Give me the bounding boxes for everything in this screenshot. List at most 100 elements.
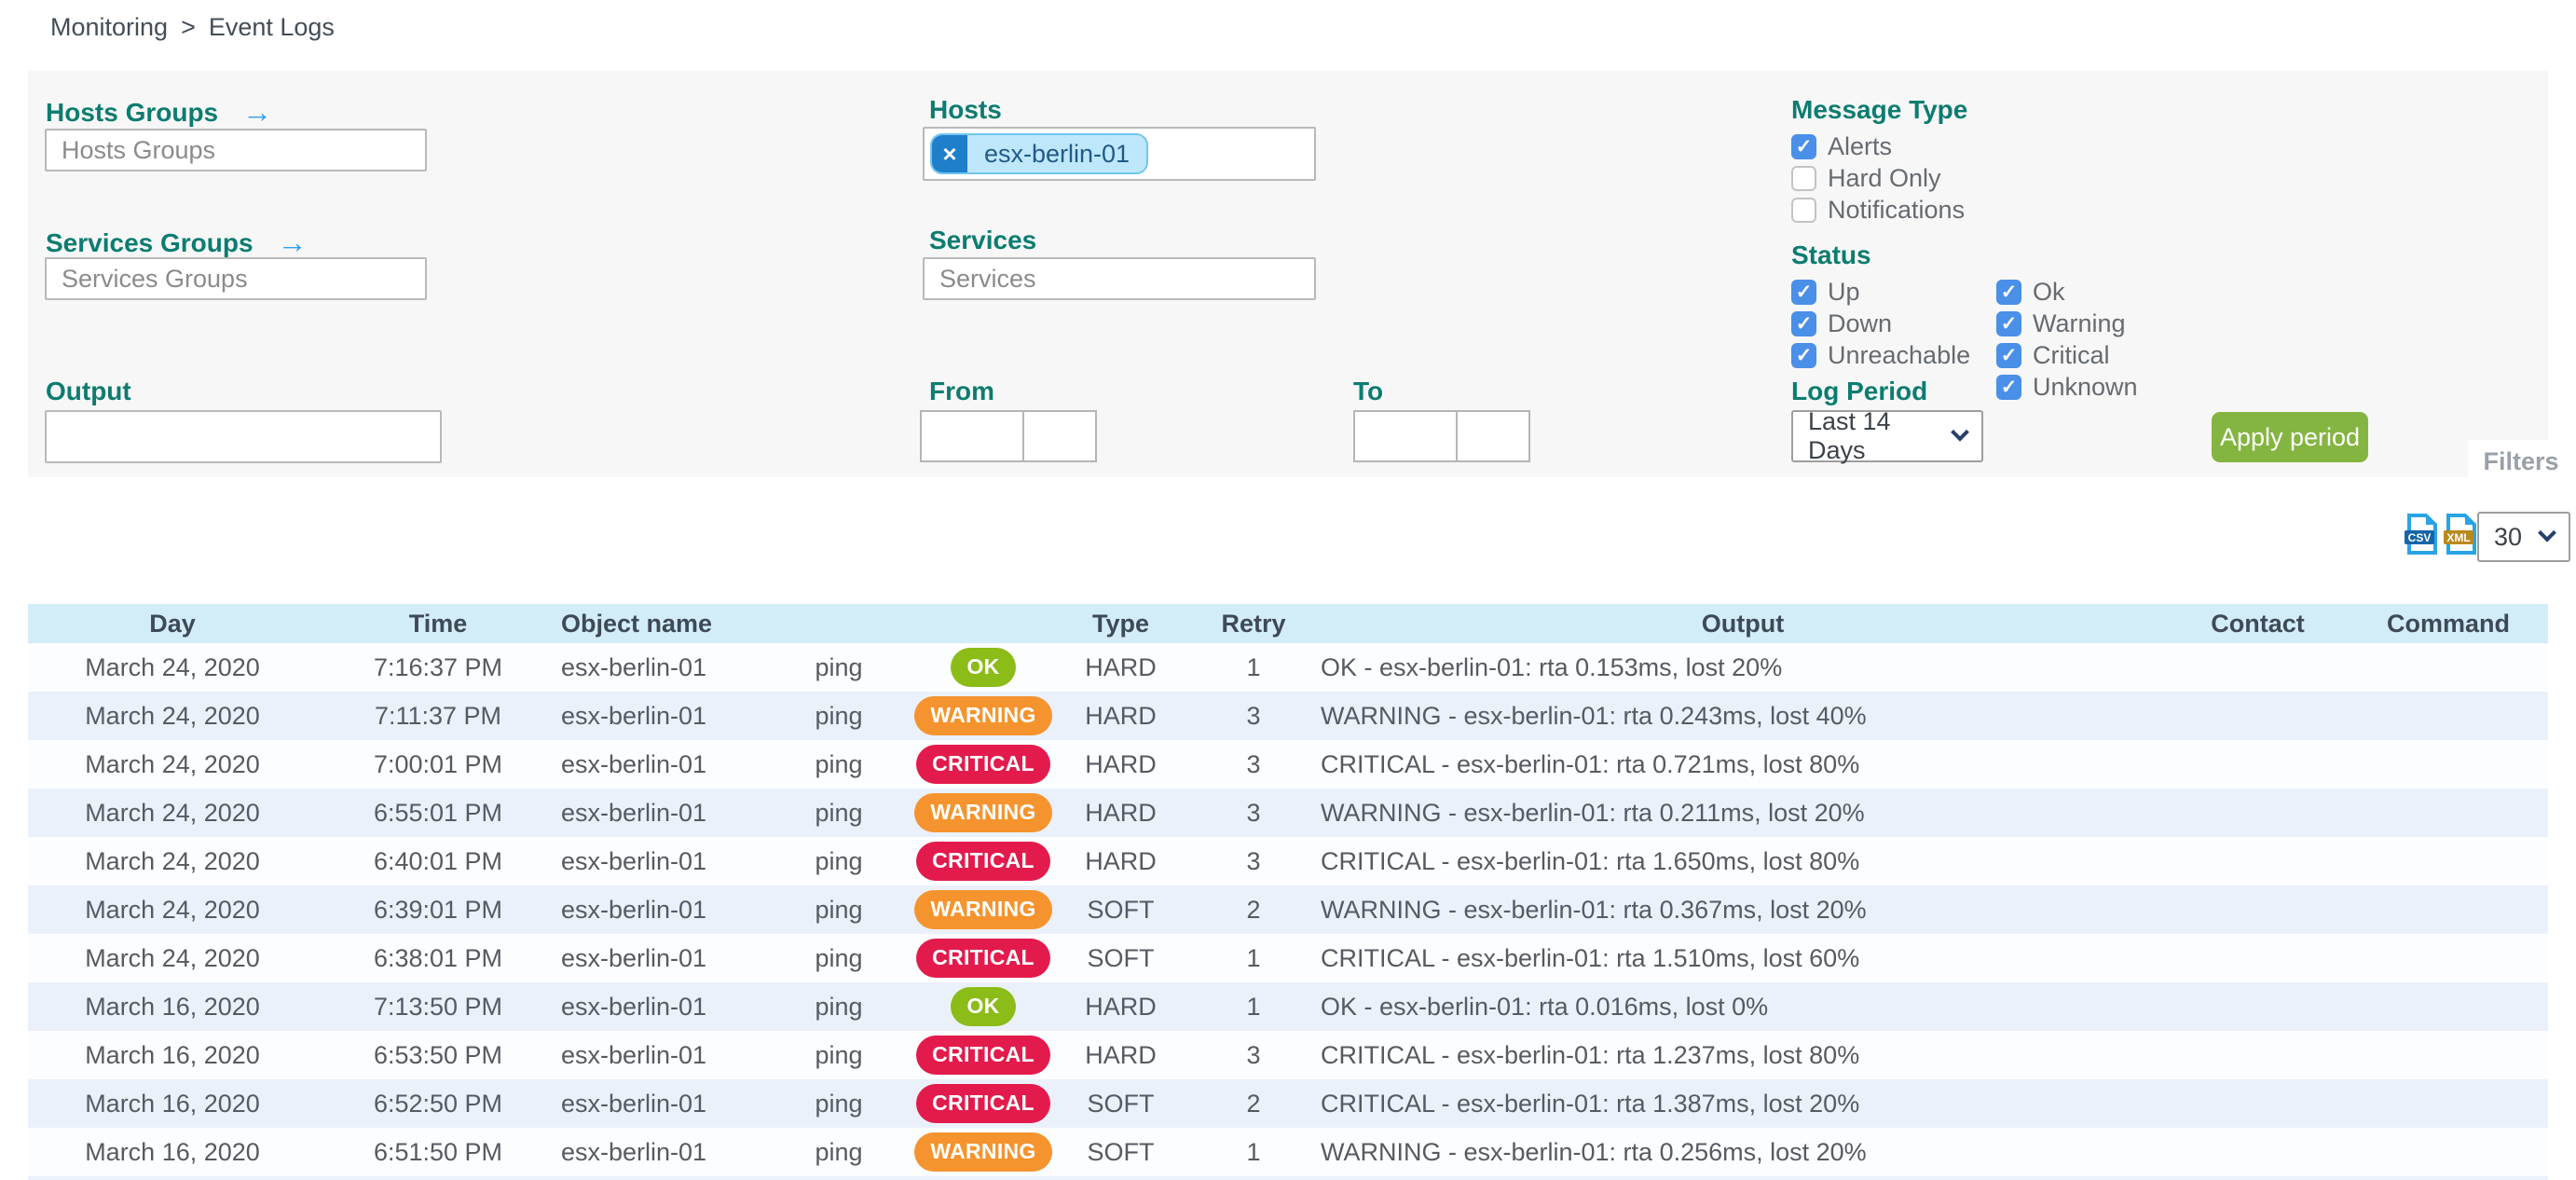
status-badge: WARNING bbox=[914, 1132, 1051, 1171]
checkbox-label: Unreachable bbox=[1828, 341, 1970, 370]
cell-service[interactable]: ping bbox=[764, 934, 913, 982]
checkbox-critical[interactable]: ✓ bbox=[1996, 343, 2021, 368]
cell-output: CRITICAL - esx-berlin-01: rta 1.510ms, l… bbox=[1319, 934, 2167, 982]
cell-contact bbox=[2167, 740, 2349, 789]
breadcrumb-section[interactable]: Monitoring bbox=[50, 13, 168, 42]
from-time-input[interactable] bbox=[1022, 410, 1097, 462]
breadcrumb: Monitoring > Event Logs bbox=[50, 13, 335, 42]
cell-time: 7:13:50 PM bbox=[317, 982, 559, 1031]
log-period-label-text: Log Period bbox=[1791, 377, 1927, 406]
hosts-input[interactable]: ×esx-berlin-01 bbox=[923, 127, 1316, 181]
status-label: Status bbox=[1791, 240, 1871, 270]
apply-period-button[interactable]: Apply period bbox=[2212, 412, 2368, 462]
from-label: From bbox=[929, 377, 994, 406]
column-header-output[interactable]: Output bbox=[1319, 604, 2167, 643]
checkbox-label: Up bbox=[1828, 278, 1860, 307]
cell-time: 6:55:01 PM bbox=[317, 789, 559, 837]
from-date-input[interactable] bbox=[920, 410, 1024, 462]
column-header-time[interactable]: Time bbox=[317, 604, 559, 643]
checkbox-ok[interactable]: ✓ bbox=[1996, 280, 2021, 305]
cell-service[interactable]: ping bbox=[764, 837, 913, 885]
to-field bbox=[1353, 410, 1530, 462]
checkbox-alerts[interactable]: ✓ bbox=[1791, 134, 1816, 159]
cell-command bbox=[2349, 740, 2548, 789]
hosts-groups-input[interactable] bbox=[45, 129, 427, 172]
checkbox-down[interactable]: ✓ bbox=[1791, 311, 1816, 336]
cell-contact bbox=[2167, 934, 2349, 982]
check-icon: ✓ bbox=[2001, 346, 2018, 365]
cell-object-name[interactable]: esx-berlin-01 bbox=[559, 692, 764, 740]
cell-object-name[interactable]: esx-berlin-01 bbox=[559, 643, 764, 692]
cell-object-name[interactable]: esx-berlin-01 bbox=[559, 934, 764, 982]
cell-object-name[interactable]: esx-berlin-01 bbox=[559, 1079, 764, 1128]
column-header-type[interactable]: Type bbox=[1053, 604, 1188, 643]
message-type-label-text: Message Type bbox=[1791, 95, 1967, 125]
cell-object-name[interactable]: esx-berlin-01 bbox=[559, 740, 764, 789]
cell-object-name[interactable]: esx-berlin-01 bbox=[559, 885, 764, 934]
to-date-input[interactable] bbox=[1353, 410, 1458, 462]
checkbox-warning[interactable]: ✓ bbox=[1996, 311, 2021, 336]
table-row: March 16, 20206:53:50 PMesx-berlin-01pin… bbox=[28, 1031, 2548, 1079]
to-time-input[interactable] bbox=[1456, 410, 1530, 462]
cell-time: 6:53:50 PM bbox=[317, 1031, 559, 1079]
rows-per-page-value: 30 bbox=[2494, 523, 2522, 552]
services-groups-arrow-icon[interactable]: → bbox=[278, 226, 308, 260]
cell-object-name[interactable]: esx-berlin-01 bbox=[559, 982, 764, 1031]
cell-service[interactable]: ping bbox=[764, 740, 913, 789]
cell-service[interactable]: ping bbox=[764, 1079, 913, 1128]
chip-remove-icon[interactable]: × bbox=[932, 135, 967, 172]
export-xml-icon[interactable]: XML bbox=[2442, 514, 2479, 555]
column-header-retry[interactable]: Retry bbox=[1188, 604, 1319, 643]
cell-service[interactable]: ping bbox=[764, 643, 913, 692]
cell-object-name[interactable]: esx-berlin-01 bbox=[559, 1031, 764, 1079]
export-csv-icon[interactable]: CSV bbox=[2403, 514, 2440, 555]
cell-output: CRITICAL - esx-berlin-01: rta 1.237ms, l… bbox=[1319, 1031, 2167, 1079]
cell-service[interactable]: ping bbox=[764, 982, 913, 1031]
to-label-text: To bbox=[1353, 377, 1383, 406]
cell-day: March 16, 2020 bbox=[28, 982, 317, 1031]
message-type-label: Message Type bbox=[1791, 95, 1967, 125]
checkbox-unknown[interactable]: ✓ bbox=[1996, 375, 2021, 400]
filters-tab[interactable]: Filters bbox=[2468, 440, 2574, 483]
cell-time: 6:40:01 PM bbox=[317, 837, 559, 885]
svg-text:CSV: CSV bbox=[2408, 531, 2432, 544]
cell-retry: 3 bbox=[1188, 789, 1319, 837]
cell-object-name[interactable]: esx-berlin-01 bbox=[559, 837, 764, 885]
cell-command bbox=[2349, 1031, 2548, 1079]
column-header-object-name[interactable]: Object name bbox=[559, 604, 764, 643]
checkbox-unreachable[interactable]: ✓ bbox=[1791, 343, 1816, 368]
hosts-groups-arrow-icon[interactable]: → bbox=[242, 95, 272, 130]
to-label: To bbox=[1353, 377, 1383, 406]
cell-service[interactable]: ping bbox=[764, 1128, 913, 1176]
from-label-text: From bbox=[929, 377, 994, 406]
cell-service[interactable]: ping bbox=[764, 885, 913, 934]
checkbox-hard-only[interactable] bbox=[1791, 166, 1816, 191]
checkbox-up[interactable]: ✓ bbox=[1791, 280, 1816, 305]
column-header-contact[interactable]: Contact bbox=[2167, 604, 2349, 643]
output-filter-input[interactable] bbox=[45, 410, 442, 463]
rows-per-page-select[interactable]: 30 bbox=[2477, 512, 2570, 562]
cell-service[interactable]: ping bbox=[764, 692, 913, 740]
log-period-select[interactable]: Last 14 Days bbox=[1791, 410, 1983, 462]
checkbox-notifications[interactable] bbox=[1791, 198, 1816, 223]
cell-object-name[interactable]: esx-berlin-01 bbox=[559, 789, 764, 837]
checkbox-label: Unknown bbox=[2033, 373, 2138, 402]
cell-status: CRITICAL bbox=[913, 1031, 1053, 1079]
table-row: March 24, 20206:55:01 PMesx-berlin-01pin… bbox=[28, 789, 2548, 837]
log-period-value: Last 14 Days bbox=[1808, 407, 1953, 465]
services-groups-input[interactable] bbox=[45, 257, 427, 300]
check-icon: ✓ bbox=[2001, 314, 2018, 334]
column-header-day[interactable]: Day bbox=[28, 604, 317, 643]
column-header-service bbox=[764, 604, 913, 643]
cell-command bbox=[2349, 837, 2548, 885]
cell-service[interactable]: ping bbox=[764, 1031, 913, 1079]
column-header-command[interactable]: Command bbox=[2349, 604, 2548, 643]
services-input[interactable] bbox=[923, 257, 1316, 300]
hosts-label-text: Hosts bbox=[929, 95, 1002, 125]
chevron-down-icon bbox=[1951, 423, 1969, 442]
cell-command bbox=[2349, 789, 2548, 837]
cell-time: 6:52:50 PM bbox=[317, 1079, 559, 1128]
cell-service[interactable]: ping bbox=[764, 789, 913, 837]
cell-object-name[interactable]: esx-berlin-01 bbox=[559, 1128, 764, 1176]
cell-status: WARNING bbox=[913, 1128, 1053, 1176]
